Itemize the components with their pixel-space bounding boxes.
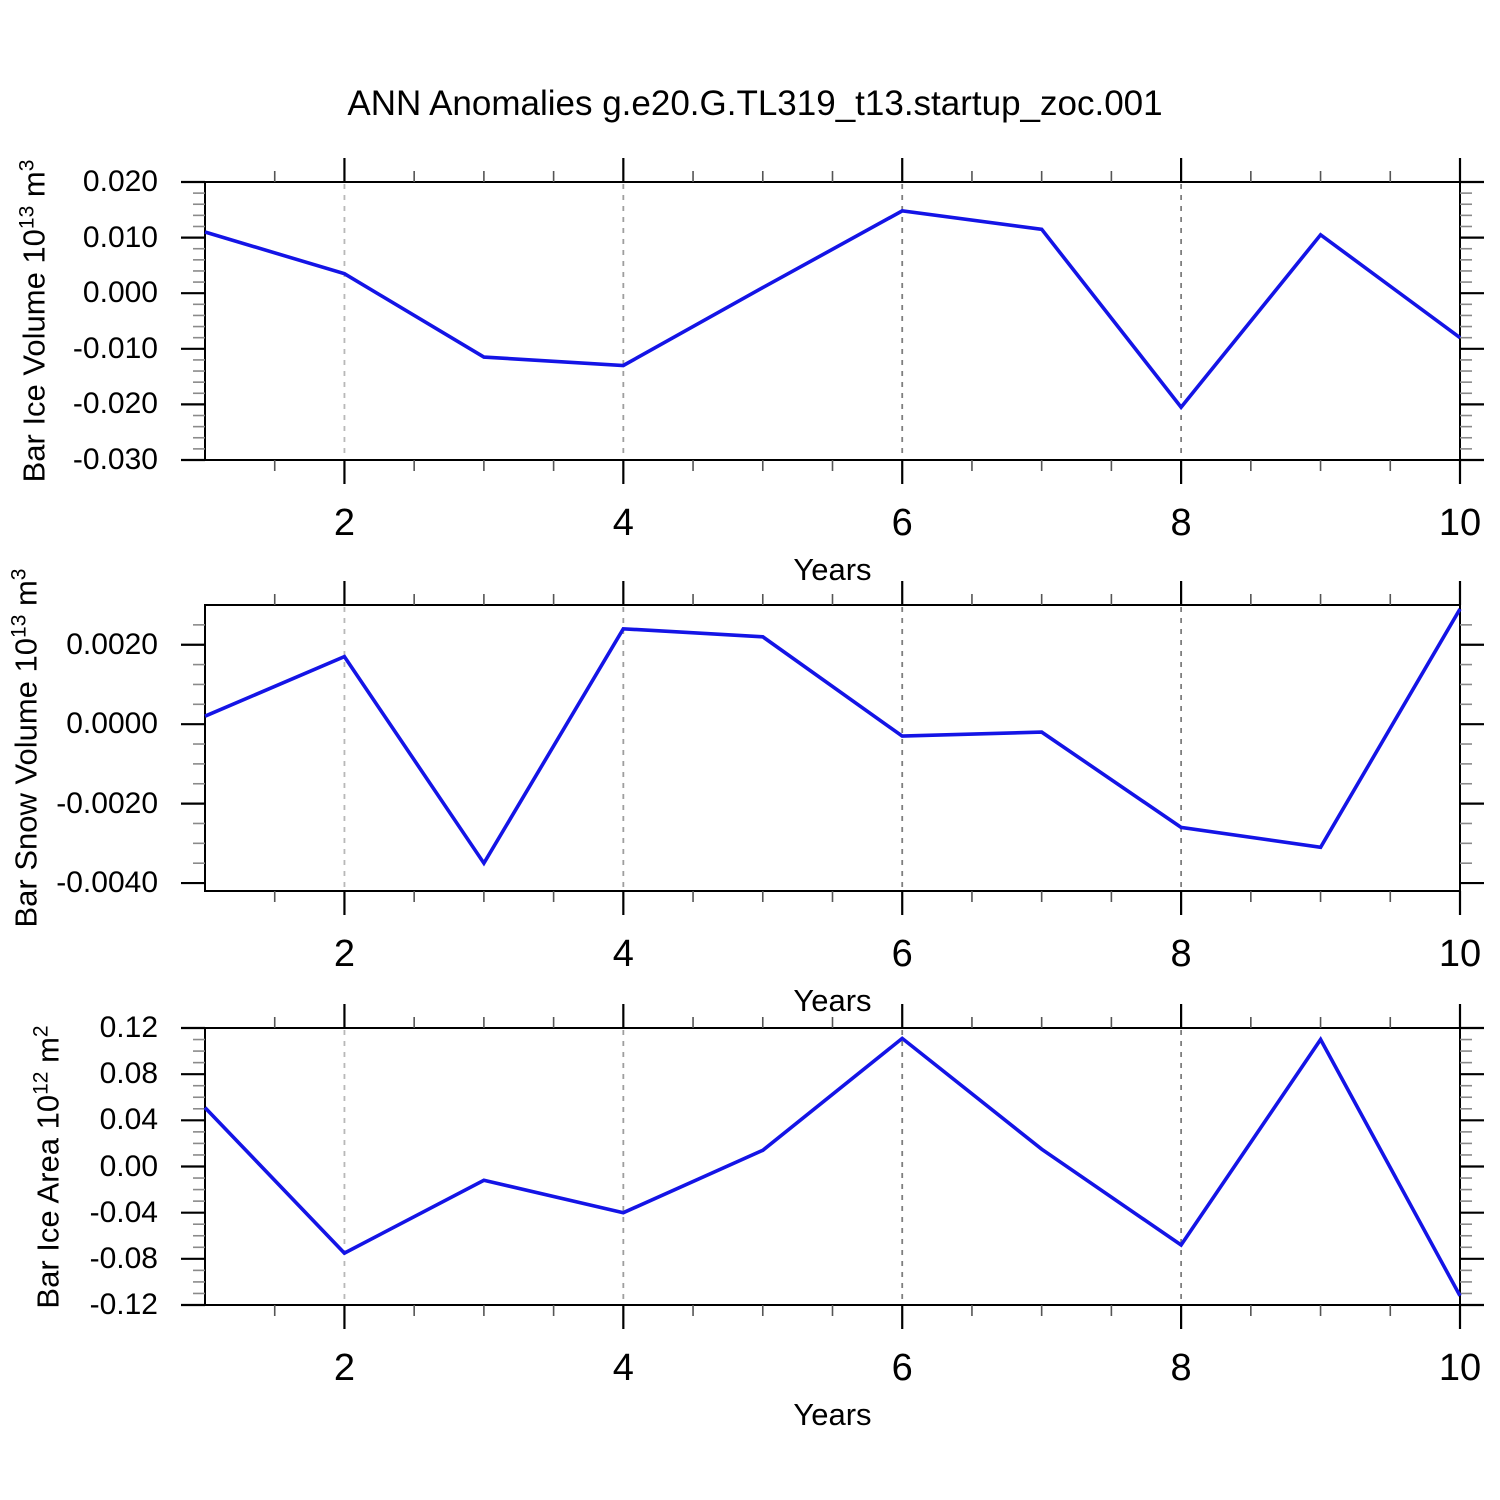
y-tick-label: 0.010	[82, 220, 158, 254]
x-tick-label: 8	[1170, 502, 1192, 544]
x-tick-label: 4	[612, 502, 634, 544]
y-tick-label: -0.030	[72, 443, 158, 476]
y-tick-label: -0.0020	[56, 786, 158, 820]
x-tick-label: 6	[891, 1347, 913, 1389]
x-tick-label: 4	[612, 1347, 634, 1389]
y-tick-label: 0.04	[99, 1103, 158, 1137]
y-tick-label: -0.020	[72, 387, 158, 421]
x-tick-label: 6	[891, 502, 913, 544]
y-tick-label: 0.000	[82, 276, 158, 310]
x-tick-label: 10	[1438, 1347, 1482, 1389]
x-tick-label: 8	[1170, 933, 1192, 975]
y-tick-label: 0.0020	[66, 627, 158, 661]
x-axis-title-panel1: Years	[793, 552, 872, 587]
y-tick-label: 0.00	[99, 1149, 158, 1183]
y-tick-label: -0.010	[72, 331, 158, 365]
x-tick-label: 6	[891, 933, 913, 975]
plot-box-ice-volume	[204, 181, 1461, 461]
y-tick-label: 0.020	[82, 165, 158, 198]
chart-title: ANN Anomalies g.e20.G.TL319_t13.startup_…	[347, 84, 1163, 123]
x-tick-label: 2	[333, 1347, 355, 1389]
x-tick-label: 4	[612, 933, 634, 975]
y-tick-label: -0.08	[89, 1241, 158, 1275]
x-axis-title-panel2: Years	[793, 983, 872, 1018]
x-tick-label: 10	[1438, 933, 1482, 975]
data-line-snow-volume	[204, 608, 1462, 867]
x-axis-title-panel3: Years	[793, 1397, 872, 1432]
data-line-ice-area	[203, 1036, 1462, 1297]
plot-box-ice-area	[204, 1027, 1461, 1306]
x-tick-label: 8	[1170, 1347, 1192, 1389]
y-tick-label: 0.12	[99, 1011, 158, 1044]
exponent: 3	[7, 568, 31, 581]
y-tick-label: 0.0000	[66, 707, 158, 741]
y-tick-label: -0.04	[89, 1195, 158, 1229]
y-tick-label: -0.12	[89, 1288, 158, 1321]
x-tick-label: 2	[333, 502, 355, 544]
x-tick-label: 10	[1438, 502, 1482, 544]
x-tick-label: 2	[333, 933, 355, 975]
y-tick-label: 0.08	[99, 1057, 158, 1091]
data-line-ice-volume	[204, 209, 1462, 411]
y-tick-label: -0.0040	[56, 866, 158, 900]
y-axis-title-ice-volume: Bar Ice Volume 1013 m3	[15, 159, 52, 483]
plot-box-snow-volume	[204, 604, 1461, 892]
